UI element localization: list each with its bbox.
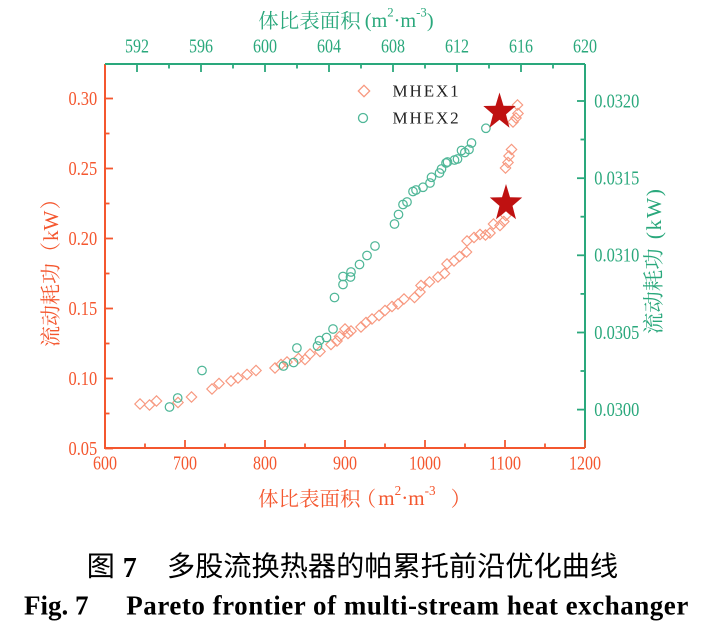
- svg-text:1000: 1000: [409, 454, 441, 475]
- svg-text:608: 608: [381, 37, 405, 58]
- svg-text:0.20: 0.20: [69, 229, 98, 250]
- svg-text:1200: 1200: [569, 454, 601, 475]
- svg-text:0.30: 0.30: [69, 89, 98, 110]
- svg-text:1100: 1100: [489, 454, 521, 475]
- svg-text:612: 612: [445, 37, 469, 58]
- svg-text:0.0300: 0.0300: [594, 400, 639, 421]
- svg-text:0.25: 0.25: [69, 159, 98, 180]
- svg-text:7: 7: [123, 553, 137, 584]
- svg-text:Pareto frontier of multi-strea: Pareto frontier of multi-stream heat exc…: [126, 591, 689, 621]
- svg-text:0.0320: 0.0320: [594, 91, 639, 112]
- svg-text:600: 600: [93, 454, 117, 475]
- svg-text:616: 616: [509, 37, 533, 58]
- svg-text:596: 596: [189, 37, 213, 58]
- svg-text:600: 600: [253, 37, 277, 58]
- svg-text:0.0310: 0.0310: [594, 246, 639, 267]
- svg-text:700: 700: [173, 454, 197, 475]
- svg-text:900: 900: [333, 454, 357, 475]
- svg-text:800: 800: [253, 454, 277, 475]
- svg-text:MHEX2: MHEX2: [393, 108, 461, 127]
- svg-text:604: 604: [317, 37, 341, 58]
- svg-text:592: 592: [125, 37, 149, 58]
- svg-text:kW: kW: [39, 211, 63, 242]
- svg-text:Fig. 7: Fig. 7: [24, 591, 89, 621]
- svg-text:MHEX1: MHEX1: [393, 81, 461, 100]
- svg-text:0.0315: 0.0315: [594, 169, 639, 190]
- svg-text:620: 620: [573, 37, 597, 58]
- svg-text:0.15: 0.15: [69, 299, 98, 320]
- svg-text:0.10: 0.10: [69, 369, 98, 390]
- svg-text:m2·m-3: m2·m-3: [378, 483, 436, 510]
- svg-text:(kW): (kW): [642, 187, 666, 239]
- svg-text:0.0305: 0.0305: [594, 323, 639, 344]
- svg-text:0.05: 0.05: [69, 439, 98, 460]
